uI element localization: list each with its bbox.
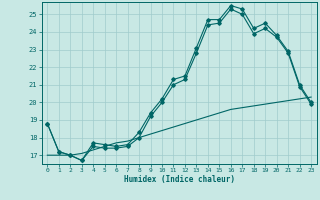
X-axis label: Humidex (Indice chaleur): Humidex (Indice chaleur) bbox=[124, 175, 235, 184]
